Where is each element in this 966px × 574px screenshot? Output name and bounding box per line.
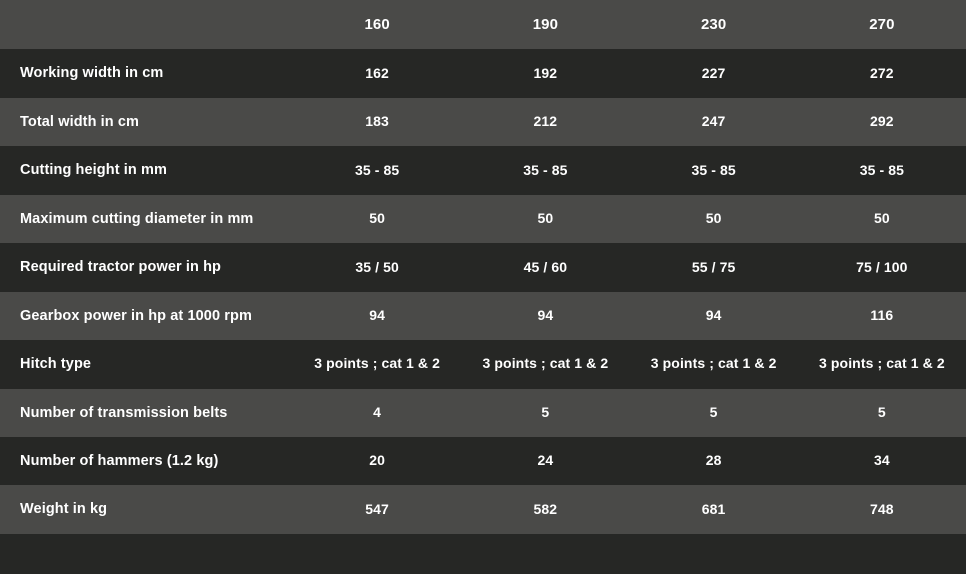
row-value: 35 / 50 [355,258,399,275]
row-value: 24 [537,452,554,469]
row-value: 3 points ; cat 1 & 2 [819,355,945,372]
table-header: 160 190 230 270 [0,0,966,50]
row-value: 547 [365,500,389,517]
row-value: 3 points ; cat 1 & 2 [482,355,609,372]
row-value: 55 / 75 [691,258,736,275]
row-label: Total width in cm [20,113,140,130]
table-row: Number of transmission belts 4 5 5 5 [0,388,966,437]
row-label: Cutting height in mm [20,162,167,179]
table-body: Working width in cm 162 192 227 272 Total wid… [0,49,966,534]
row-value: 212 [533,113,558,130]
row-value: 94 [537,306,554,323]
header-cell-label [0,0,293,49]
row-value: 28 [705,452,722,469]
row-value: 3 points ; cat 1 & 2 [314,355,440,372]
row-value: 94 [369,306,386,323]
row-value: 4 [373,403,382,420]
table-row: Maximum cutting diameter in mm 50 50 50 50 [0,194,966,244]
row-value: 34 [873,452,890,469]
row-value: 192 [533,64,558,81]
row-value: 162 [365,64,389,81]
row-label: Number of transmission belts [20,404,228,421]
row-value: 20 [369,452,386,469]
header-cell-model-230: 230 [700,16,727,33]
row-value: 94 [705,306,722,323]
row-value: 50 [537,210,554,227]
row-value: 35 - 85 [523,161,568,178]
row-label: Hitch type [20,356,92,373]
header-cell-model-270: 270 [869,16,895,33]
row-value: 3 points ; cat 1 & 2 [650,355,777,372]
table-row: Number of hammers (1.2 kg) 20 24 28 34 [0,437,966,486]
row-value: 35 - 85 [691,161,736,178]
row-label: Weight in kg [20,501,108,518]
row-value: 50 [705,210,722,227]
row-value: 681 [701,500,726,517]
header-cell-model-190: 190 [532,16,559,33]
table-row: Working width in cm 162 192 227 272 [0,49,966,98]
row-value: 183 [365,113,389,130]
row-value: 5 [541,403,550,420]
row-value: 5 [709,403,718,420]
row-label: Required tractor power in hp [20,259,221,276]
row-value: 227 [701,64,726,81]
table-row: Gearbox power in hp at 1000 rpm 94 94 94 116 [0,291,966,341]
row-value: 272 [870,64,894,81]
row-value: 75 / 100 [856,258,908,275]
table-row: Weight in kg 547 582 681 748 [0,485,966,534]
header-cell-model-160: 160 [364,16,390,33]
table-row: Hitch type 3 points ; cat 1 & 2 3 points ;… [0,340,966,389]
row-value: 35 - 85 [859,161,905,178]
row-label: Maximum cutting diameter in mm [20,210,254,227]
row-value: 247 [701,113,726,130]
row-value: 116 [870,306,894,323]
row-label: Number of hammers (1.2 kg) [20,453,219,469]
row-value: 582 [533,500,558,517]
row-value: 292 [870,113,894,130]
row-value: 50 [369,210,386,227]
table-row: Cutting height in mm 35 - 85 35 - 85 35 - 8… [0,146,966,195]
specifications-table: 160 190 230 270 Working width in cm 162 19… [0,0,966,534]
row-value: 748 [870,500,894,517]
row-value: 50 [873,210,890,227]
table-row: Required tractor power in hp 35 / 50 45 / … [0,243,966,292]
row-label: Working width in cm [20,65,164,82]
row-value: 5 [877,403,886,420]
row-value: 35 - 85 [354,161,400,178]
row-value: 45 / 60 [523,258,568,275]
table-row: Total width in cm 183 212 247 292 [0,97,966,147]
table-header-row: 160 190 230 270 [0,0,966,50]
row-label: Gearbox power in hp at 1000 rpm [20,307,252,324]
